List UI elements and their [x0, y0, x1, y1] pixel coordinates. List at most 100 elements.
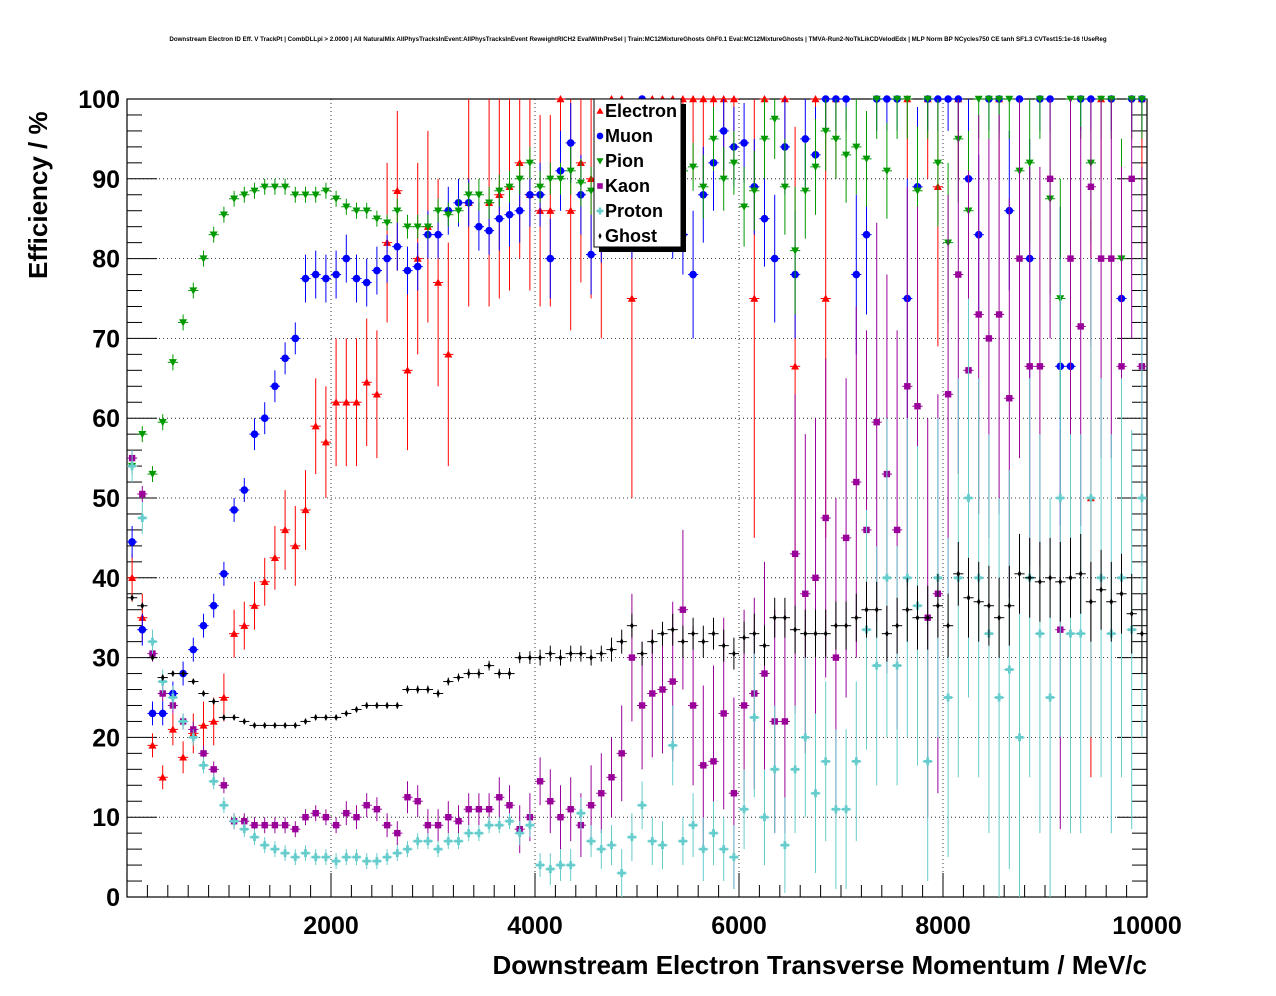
data-point — [1065, 537, 1076, 618]
marker-diamond — [303, 717, 308, 726]
data-point — [402, 246, 413, 295]
data-point — [300, 845, 311, 862]
data-point — [922, 585, 933, 650]
marker-triangle-down — [362, 207, 371, 215]
marker-square — [281, 821, 289, 829]
data-point — [382, 214, 393, 231]
marker-square — [1046, 175, 1054, 182]
marker-diamond — [273, 721, 277, 730]
data-point — [371, 797, 382, 822]
x-tick-labels: 2000 4000 6000 8000 10000 — [303, 912, 1182, 940]
marker-square — [679, 606, 687, 613]
data-point — [208, 773, 219, 790]
data-point — [463, 668, 474, 679]
data-point — [402, 781, 413, 814]
data-point — [688, 625, 699, 786]
marker-circle — [138, 625, 147, 634]
data-point — [759, 769, 770, 866]
marker-square — [1118, 363, 1125, 370]
marker-triangle-down — [872, 95, 881, 103]
marker-square — [944, 391, 952, 398]
marker-square — [1128, 175, 1135, 182]
marker-square — [332, 821, 340, 829]
data-point — [341, 801, 352, 826]
data-point — [290, 821, 301, 838]
marker-square — [720, 710, 727, 717]
data-point — [596, 645, 607, 662]
data-point — [443, 833, 454, 850]
data-point — [983, 565, 994, 646]
data-point — [1116, 553, 1127, 634]
marker-diamond — [446, 677, 451, 686]
data-point — [259, 557, 270, 606]
data-point — [218, 713, 229, 722]
data-point — [147, 629, 158, 654]
marker-diamond — [1017, 570, 1022, 578]
marker-cross — [658, 841, 667, 850]
marker-diamond — [630, 622, 634, 630]
marker-diamond — [262, 721, 267, 730]
marker-triangle-up — [362, 378, 371, 386]
marker-triangle-down — [219, 211, 228, 219]
marker-diamond — [160, 673, 165, 682]
marker-diamond — [711, 630, 716, 638]
data-point — [698, 154, 709, 219]
data-point — [1065, 99, 1076, 459]
marker-triangle-down — [587, 187, 596, 195]
marker-square — [1108, 255, 1115, 262]
marker-cross — [689, 821, 698, 830]
marker-diamond — [344, 709, 349, 718]
marker-square — [587, 802, 595, 809]
data-point — [565, 146, 576, 195]
data-point — [453, 673, 464, 682]
data-point — [402, 685, 413, 694]
data-point — [830, 729, 841, 890]
data-point — [779, 597, 790, 638]
marker-diamond — [650, 638, 655, 646]
data-point — [178, 741, 189, 774]
data-point — [1014, 99, 1025, 459]
data-point — [667, 613, 678, 646]
marker-diamond — [456, 673, 461, 682]
marker-diamond — [436, 689, 440, 698]
grid-lines — [127, 99, 1147, 897]
marker-triangle-down — [413, 223, 422, 231]
data-point — [249, 721, 260, 730]
data-point — [280, 178, 291, 195]
marker-cross — [576, 809, 585, 818]
data-point — [718, 817, 729, 882]
marker-triangle-down — [230, 195, 239, 203]
data-point — [810, 418, 821, 738]
data-point — [1055, 541, 1066, 622]
data-point — [218, 777, 229, 794]
marker-cross — [403, 845, 412, 854]
marker-cross — [332, 857, 341, 866]
marker-triangle-down — [525, 159, 534, 167]
data-point — [902, 577, 913, 642]
marker-triangle-down — [831, 135, 840, 143]
marker-triangle-down — [903, 95, 912, 103]
marker-cross — [179, 717, 188, 726]
marker-diamond — [324, 713, 328, 722]
marker-square — [791, 550, 799, 558]
marker-diamond — [181, 669, 185, 678]
data-point — [157, 765, 168, 790]
data-point — [198, 701, 209, 750]
marker-diamond — [813, 630, 818, 638]
marker-diamond — [201, 689, 206, 698]
marker-diamond — [517, 654, 522, 662]
marker-triangle-up — [311, 422, 320, 430]
marker-triangle-down — [434, 207, 443, 215]
data-point — [769, 705, 780, 834]
marker-triangle-up — [699, 95, 708, 103]
marker-circle — [719, 127, 728, 135]
marker-cross — [780, 841, 789, 850]
data-point — [708, 617, 719, 650]
marker-square — [1067, 255, 1074, 262]
marker-triangle-down — [168, 359, 177, 367]
y-tick-label: 60 — [92, 405, 120, 433]
marker-triangle-up — [281, 525, 290, 534]
data-point — [494, 777, 505, 818]
marker-triangle-down — [515, 175, 524, 183]
data-point — [739, 769, 750, 850]
